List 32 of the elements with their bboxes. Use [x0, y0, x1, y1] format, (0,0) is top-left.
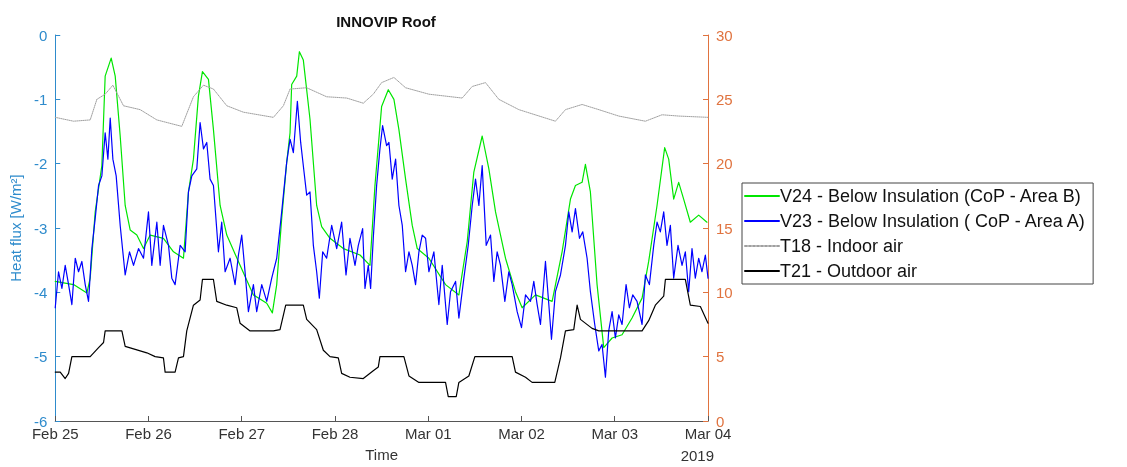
- legend-label: V24 - Below Insulation (CoP - Area B): [780, 186, 1081, 206]
- y2-tick-label: 20: [716, 155, 733, 173]
- legend-label: V23 - Below Insulation ( CoP - Area A): [780, 211, 1085, 231]
- y2-tick-label: 10: [716, 283, 733, 301]
- y2-tick-label: 0: [716, 412, 725, 430]
- y-tick-label: -5: [33, 348, 48, 366]
- line-series: [54, 278, 709, 398]
- legend-label: T18 - Indoor air: [780, 236, 904, 256]
- x-tick-label: Feb 28: [311, 425, 359, 442]
- y-tick-label: -6: [33, 412, 48, 430]
- text: 2019: [680, 447, 715, 464]
- line-series: [54, 76, 709, 127]
- y-tick-label: 0: [38, 26, 48, 44]
- y2-tick-label: 30: [716, 26, 733, 44]
- x-tick-label: Mar 03: [591, 425, 639, 442]
- line-series: [54, 100, 709, 378]
- x-tick-label: Feb 27: [218, 425, 266, 442]
- y-tick-label: -4: [33, 283, 48, 301]
- y2-tick-label: 5: [716, 348, 725, 366]
- x-tick-label: Mar 01: [404, 425, 452, 442]
- x-axis-title: Time: [365, 446, 399, 463]
- x-tick-label: Mar 02: [498, 425, 545, 442]
- x-tick-label: Feb 26: [125, 425, 172, 442]
- y-axis-title: Heat flux [W/m²]: [7, 174, 24, 282]
- line-series: [54, 51, 708, 349]
- y-tick-label: -3: [33, 219, 48, 237]
- y2-tick-label: 15: [716, 219, 733, 237]
- y2-tick-label: 25: [716, 90, 733, 108]
- chart-title: INNOVIP Roof: [336, 13, 437, 30]
- legend-label: T21 - Outdoor air: [780, 261, 918, 281]
- y-tick-label: -2: [33, 155, 48, 173]
- y-tick-label: -1: [33, 90, 48, 108]
